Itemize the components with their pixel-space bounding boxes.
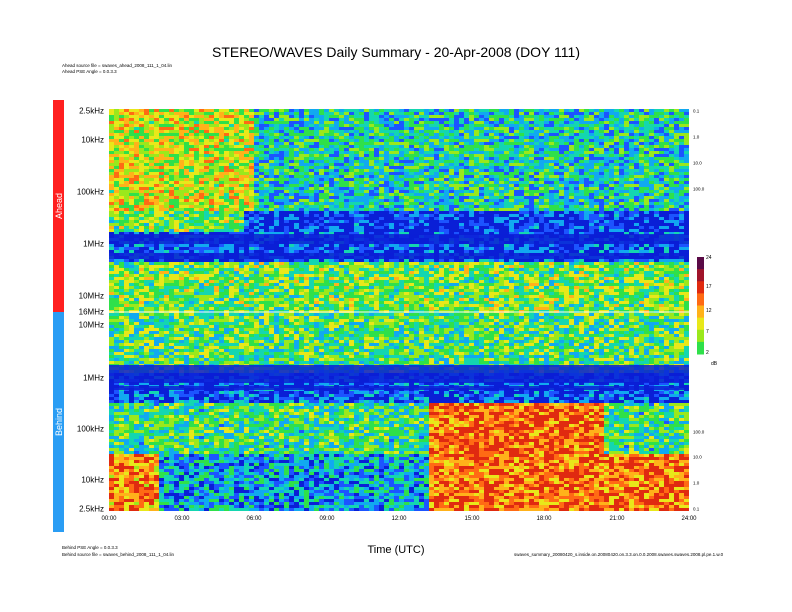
x-axis-title: Time (UTC) — [367, 544, 425, 556]
chart-title: STEREO/WAVES Daily Summary - 20-Apr-2008… — [212, 44, 580, 60]
behind-panel-bar — [53, 312, 64, 532]
behind-source-note: Behind source file = swaves_behind_2008_… — [62, 552, 175, 557]
behind-right-tick: 100.0 — [693, 429, 705, 435]
ahead-right-tick: 10.0 — [693, 160, 702, 166]
xtick-label: 03:00 — [174, 516, 190, 522]
xtick-label: 00:00 — [101, 516, 117, 522]
ahead-label: Ahead — [53, 192, 64, 220]
colorbar-tick: 2 — [706, 350, 709, 356]
ahead-panel-bar — [53, 100, 64, 312]
xtick-label: 15:00 — [464, 516, 480, 522]
colorbar-tick: 7 — [706, 329, 709, 335]
behind-right-tick: 0.1 — [693, 506, 700, 512]
ahead-ytick-label: 16MHz — [78, 307, 104, 317]
xtick-label: 24:00 — [681, 516, 697, 522]
ahead-right-tick: 100.0 — [693, 186, 705, 192]
behind-label: Behind — [53, 407, 64, 437]
behind-ytick-label: 2.5kHz — [79, 504, 104, 514]
xtick-label: 06:00 — [246, 516, 262, 522]
xtick-label: 12:00 — [391, 516, 407, 522]
interference-band — [109, 365, 689, 383]
colorbar-tick: 12 — [706, 308, 712, 314]
ahead-right-tick: 0.1 — [693, 108, 700, 114]
ahead-ytick-label: 10kHz — [81, 135, 104, 145]
xtick-label: 21:00 — [609, 516, 625, 522]
behind-ytick-label: 100kHz — [76, 424, 104, 434]
xtick-label: 09:00 — [319, 516, 335, 522]
xtick-label: 18:00 — [536, 516, 552, 522]
colorbar-unit: dB — [711, 361, 718, 367]
behind-right-tick: 10.0 — [693, 454, 702, 460]
interference-band — [109, 253, 689, 259]
ahead-ytick-label: 10MHz — [78, 291, 104, 301]
behind-ytick-label: 1MHz — [83, 373, 104, 383]
behind-ytick-label: 10MHz — [78, 320, 104, 330]
ahead-ytick-label: 1MHz — [83, 239, 104, 249]
ahead-ytick-label: 2.5kHz — [79, 106, 104, 116]
ahead-ytick-label: 100kHz — [76, 187, 104, 197]
behind-right-tick: 1.0 — [693, 480, 700, 486]
ahead-source-note: Ahead source file = swaves_ahead_2008_11… — [62, 63, 173, 68]
interference-band — [109, 234, 689, 244]
colorbar-tick: 24 — [706, 255, 712, 261]
interference-band — [109, 386, 689, 390]
ahead-right-tick: 1.0 — [693, 134, 700, 140]
spectrogram-cells — [109, 109, 689, 511]
behind-angle-note: Behind PSE Angle = 0.0.3.3 — [62, 545, 118, 550]
footer-right-note: swaves_summary_20080420_s.inside.on.2008… — [514, 552, 724, 557]
colorbar — [697, 257, 704, 355]
ahead-angle-note: Ahead PSE Angle = 0.0.3.3 — [62, 69, 117, 74]
behind-ytick-label: 10kHz — [81, 475, 104, 485]
colorbar-tick: 17 — [706, 284, 712, 290]
